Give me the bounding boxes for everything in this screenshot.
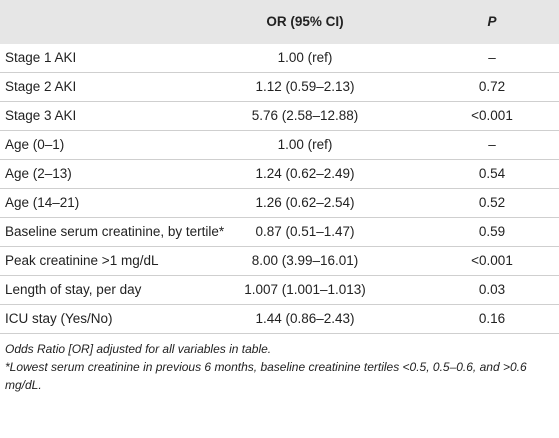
table-cell: Length of stay, per day [0,275,225,305]
table-row: Age (0–1) 1.00 (ref) – [0,130,559,160]
table-cell: Stage 3 AKI [0,101,225,131]
table-cell: Age (2–13) [0,159,225,189]
table-cell: 1.24 (0.62–2.49) [225,159,385,189]
table-row: Stage 2 AKI 1.12 (0.59–2.13) 0.72 [0,72,559,102]
table-cell: 1.26 (0.62–2.54) [225,188,385,218]
table-cell: Age (14–21) [0,188,225,218]
table-cell: 1.12 (0.59–2.13) [225,72,385,102]
table-cell: 0.87 (0.51–1.47) [225,217,385,247]
table-row: Length of stay, per day 1.007 (1.001–1.01… [0,275,559,305]
header-cell [0,0,225,44]
footnotes: Odds Ratio [OR] adjusted for all variabl… [0,334,559,394]
table-cell: 8.00 (3.99–16.01) [225,246,385,276]
table-cell: 0.72 [385,72,559,102]
table-row: Stage 3 AKI 5.76 (2.58–12.88) <0.001 [0,101,559,131]
table-cell: 1.00 (ref) [225,44,385,73]
table-row: ICU stay (Yes/No) 1.44 (0.86–2.43) 0.16 [0,304,559,334]
table-cell: 0.52 [385,188,559,218]
table-body: Stage 1 AKI 1.00 (ref) – Stage 2 AKI 1.12 (0… [0,44,559,334]
table-cell: – [385,44,559,73]
table-cell: Baseline serum creatinine, by tertile* [0,217,225,247]
table-cell: <0.001 [385,101,559,131]
table-header: OR (95% CI) P [0,0,559,44]
table-cell: 1.007 (1.001–1.013) [225,275,385,305]
results-table: OR (95% CI) P Stage 1 AKI 1.00 (ref) – Stag… [0,0,559,334]
table-cell: Stage 2 AKI [0,72,225,102]
table-cell: 0.54 [385,159,559,189]
header-row: OR (95% CI) P [0,0,559,44]
table-row: Age (14–21) 1.26 (0.62–2.54) 0.52 [0,188,559,218]
table-cell: 0.59 [385,217,559,247]
table-cell: ICU stay (Yes/No) [0,304,225,334]
table-row: Peak creatinine >1 mg/dL 8.00 (3.99–16.01… [0,246,559,276]
table-cell: Stage 1 AKI [0,44,225,73]
footnote: Odds Ratio [OR] adjusted for all variabl… [5,342,272,356]
table-row: Age (2–13) 1.24 (0.62–2.49) 0.54 [0,159,559,189]
table-cell: Peak creatinine >1 mg/dL [0,246,225,276]
table-cell: – [385,130,559,160]
header-cell: P [385,0,559,44]
table-cell: 1.00 (ref) [225,130,385,160]
table-cell: 5.76 (2.58–12.88) [225,101,385,131]
table-cell: Age (0–1) [0,130,225,160]
footnote: *Lowest serum creatinine in previous 6 m… [5,360,527,392]
header-cell: OR (95% CI) [225,0,385,44]
table-cell: 1.44 (0.86–2.43) [225,304,385,334]
table-cell: <0.001 [385,246,559,276]
table-row: Baseline serum creatinine, by tertile* 0.… [0,217,559,247]
table-cell: 0.16 [385,304,559,334]
table-row: Stage 1 AKI 1.00 (ref) – [0,44,559,73]
table-cell: 0.03 [385,275,559,305]
